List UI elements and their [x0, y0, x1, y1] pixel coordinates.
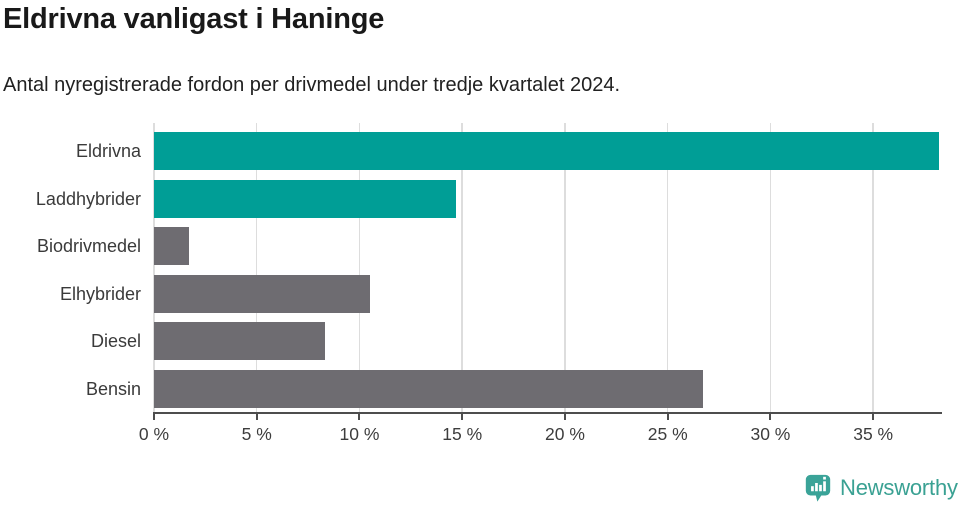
bar-row: Bensin: [0, 370, 960, 408]
gridline: [358, 123, 361, 412]
gridline: [153, 123, 155, 412]
x-tick-mark: [153, 412, 155, 420]
bar-biodrivmedel: [154, 227, 189, 266]
bar-row: Biodrivmedel: [0, 227, 960, 266]
x-axis-line: [153, 412, 942, 414]
x-tick-mark: [872, 412, 875, 420]
bar-elhybrider: [154, 274, 370, 313]
bar-laddhybrider: [154, 179, 457, 218]
gridline: [255, 123, 258, 412]
category-label: Diesel: [90, 331, 141, 352]
x-tick-label: 0 %: [138, 424, 170, 444]
x-tick-label: 5 %: [241, 424, 272, 444]
gridline: [564, 123, 566, 412]
bar-row: Diesel: [0, 322, 960, 361]
category-label: Eldrivna: [75, 141, 141, 161]
category-label: Bensin: [85, 379, 141, 399]
x-tick-label: 20 %: [545, 424, 585, 444]
x-tick-mark: [255, 412, 258, 420]
newsworthy-icon: [805, 474, 831, 502]
bar-row: Laddhybrider: [0, 179, 960, 218]
bar-bensin: [154, 370, 703, 408]
category-label: Laddhybrider: [35, 188, 141, 209]
newsworthy-logo[interactable]: Newsworthy: [803, 472, 958, 503]
x-tick-mark: [563, 412, 566, 420]
bar-chart: Eldrivna Laddhybrider Biodrivmedel Elhybrid…: [0, 123, 960, 463]
chart-subtitle: Antal nyregistrerade fordon per drivmede…: [3, 74, 621, 96]
bar-diesel: [154, 322, 325, 361]
gridline: [872, 123, 874, 412]
x-tick-label: 30 %: [750, 424, 791, 444]
chart-title: Eldrivna vanligast i Haninge: [3, 3, 385, 35]
newsworthy-wordmark: Newsworthy: [840, 474, 958, 500]
bar-eldrivna: [154, 132, 939, 170]
gridline: [666, 123, 669, 412]
x-tick-mark: [358, 412, 361, 420]
gridline: [769, 123, 772, 412]
category-label: Elhybrider: [59, 283, 141, 304]
x-tick-mark: [769, 412, 772, 420]
x-tick-mark: [666, 412, 669, 420]
x-tick-label: 35 %: [853, 424, 894, 444]
category-label: Biodrivmedel: [36, 236, 141, 257]
bar-row: Elhybrider: [0, 274, 960, 313]
x-tick-label: 15 %: [442, 424, 483, 444]
x-tick-label: 10 %: [339, 424, 380, 444]
gridline: [461, 123, 463, 412]
x-tick-label: 25 %: [647, 424, 688, 444]
x-tick-mark: [461, 412, 464, 420]
bar-row: Eldrivna: [0, 132, 960, 170]
